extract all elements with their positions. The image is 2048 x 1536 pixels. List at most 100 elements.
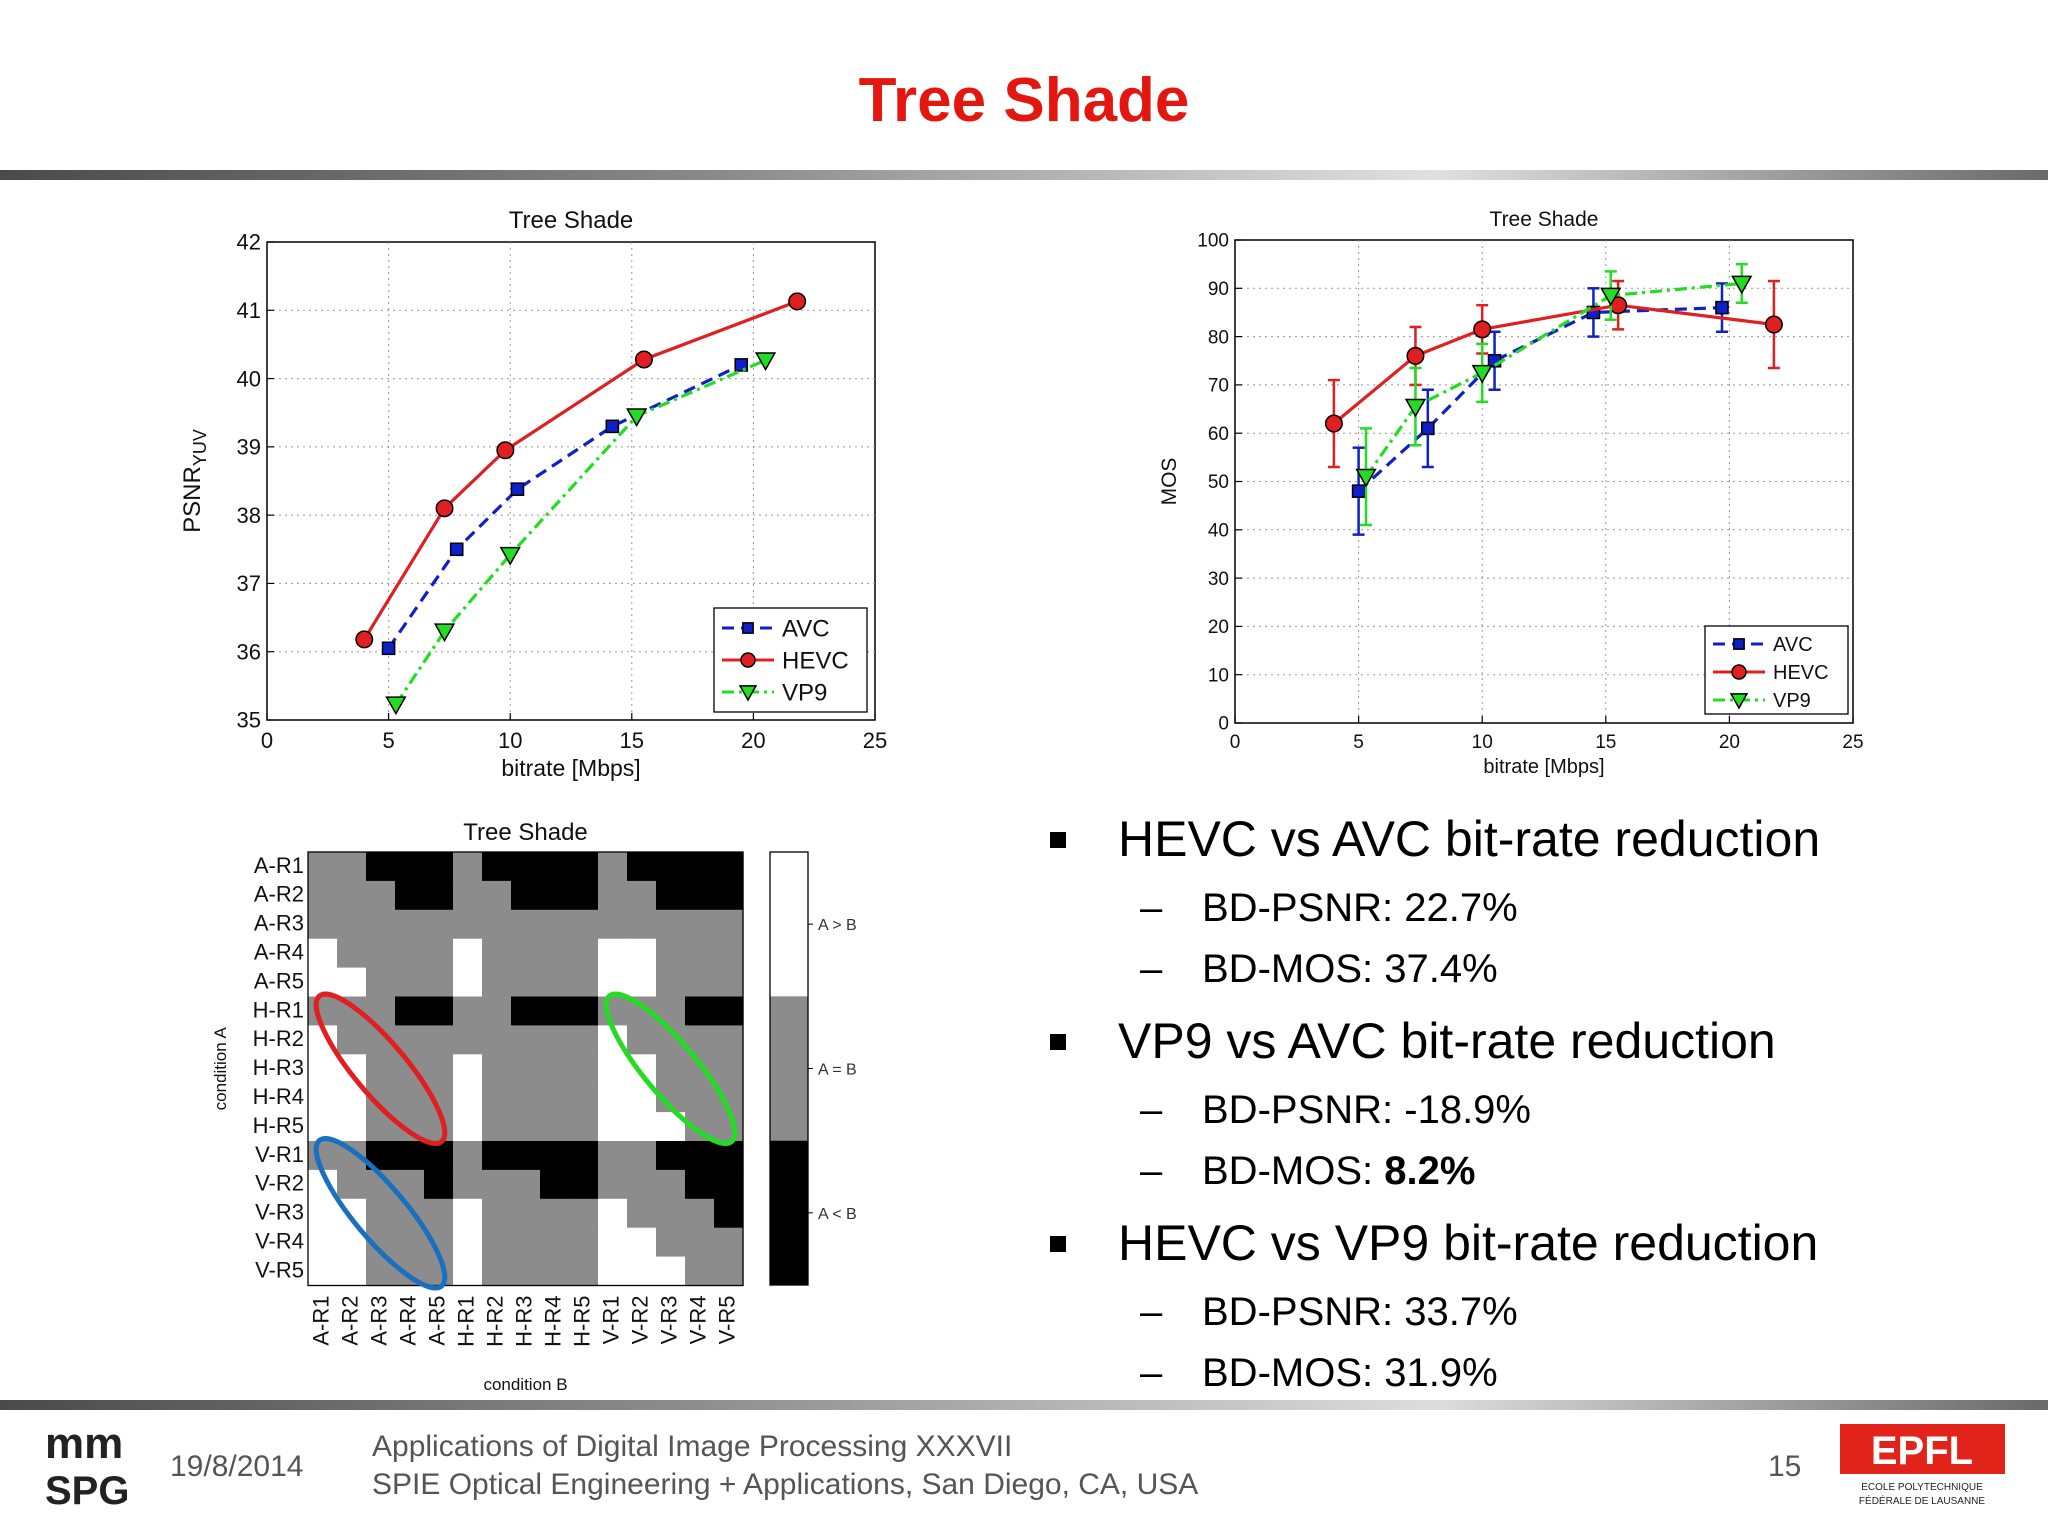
heatmap-cell	[308, 938, 338, 969]
heatmap-cell	[511, 1054, 541, 1084]
heatmap-cell	[714, 1054, 744, 1084]
heatmap-cell	[714, 1227, 744, 1258]
x-axis-label: bitrate [Mbps]	[501, 755, 640, 781]
y-tick-label: H-R5	[253, 1113, 304, 1138]
legend-item-hevc: HEVC	[1713, 662, 1829, 684]
heatmap-cell	[482, 909, 512, 940]
data-point-marker	[788, 292, 807, 311]
x-tick-label: H-R2	[482, 1296, 507, 1347]
y-tick-label: V-R1	[255, 1142, 304, 1167]
x-tick-label: V-R5	[714, 1296, 739, 1345]
heatmap-cell	[569, 938, 599, 969]
heatmap-cell	[511, 1141, 541, 1171]
series-avc	[381, 358, 749, 656]
heatmap-cell	[453, 1227, 483, 1258]
data-point-marker	[742, 622, 754, 634]
heatmap-cell	[540, 1198, 570, 1229]
heatmap-cell	[540, 1256, 570, 1287]
bullet-heading: HEVC vs AVC bit-rate reduction	[1118, 811, 1821, 867]
heatmap-cell	[337, 1025, 367, 1055]
y-tick-label: 41	[237, 298, 261, 323]
heatmap-cell	[482, 1256, 512, 1287]
heatmap-cell	[714, 967, 744, 998]
data-point-marker	[435, 499, 454, 518]
y-tick-label: 37	[237, 571, 261, 596]
heatmap-cell	[424, 852, 454, 882]
y-tick-label: 42	[237, 230, 261, 255]
heatmap-cell	[598, 1256, 628, 1287]
heatmap-cell	[627, 967, 657, 998]
data-point-marker	[754, 352, 777, 372]
heatmap-cell	[482, 938, 512, 969]
bullet-square-icon	[1050, 1034, 1066, 1050]
heatmap-cell	[714, 1141, 744, 1171]
heatmap-cell	[482, 1141, 512, 1171]
metric-value: -18.9%	[1404, 1088, 1531, 1132]
heatmap-cell	[598, 852, 628, 882]
y-tick-label: V-R2	[255, 1171, 304, 1196]
heatmap-cell	[540, 1169, 570, 1200]
x-tick-label: 25	[1842, 732, 1863, 753]
heatmap-cell	[540, 996, 570, 1026]
heatmap-cell	[337, 1169, 367, 1200]
heatmap-cell	[598, 1198, 628, 1229]
data-point-marker	[1421, 421, 1435, 436]
heatmap-cell	[308, 880, 338, 911]
heatmap-cell	[714, 938, 744, 969]
x-tick-label: H-R4	[540, 1296, 565, 1347]
heatmap-cell	[685, 1256, 715, 1287]
colorbar-label: A = B	[818, 1062, 857, 1079]
heatmap-cell	[714, 1169, 744, 1200]
x-tick-label: 15	[620, 728, 644, 753]
heatmap-cell	[627, 1025, 657, 1055]
heatmap-cell	[569, 909, 599, 940]
x-axis-label: condition B	[483, 1375, 567, 1394]
heatmap-cell	[569, 1198, 599, 1229]
data-point-marker	[1729, 693, 1749, 710]
data-point-marker	[381, 641, 396, 656]
chart-title: Tree Shade	[463, 819, 588, 846]
heatmap-cell	[540, 1054, 570, 1084]
heatmap-cell	[453, 880, 483, 911]
y-tick-label: 39	[237, 435, 261, 460]
y-axis-label: MOS	[1158, 458, 1181, 506]
y-axis-label-subscript: YUV	[190, 429, 210, 466]
data-point-marker	[1733, 638, 1745, 650]
heatmap-cell	[627, 1227, 657, 1258]
epfl-logo-line2: FÉDÉRALE DE LAUSANNE	[1859, 1494, 1985, 1507]
heatmap-cell	[308, 1227, 338, 1258]
metric-label: BD-PSNR:	[1202, 1088, 1405, 1132]
heatmap-cell	[511, 852, 541, 882]
legend-item-hevc: HEVC	[722, 647, 849, 674]
heatmap-cell	[627, 1256, 657, 1287]
epfl-logo-line1: ECOLE POLYTECHNIQUE	[1861, 1482, 1983, 1493]
heatmap-cell	[308, 1083, 338, 1113]
metric-label: BD-MOS:	[1202, 1351, 1385, 1395]
heatmap-cell	[569, 1025, 599, 1055]
heatmap-cell	[366, 938, 396, 969]
bullet-heading: VP9 vs AVC bit-rate reduction	[1118, 1013, 1776, 1069]
heatmap-cell	[395, 880, 425, 911]
heatmap-cell	[337, 909, 367, 940]
heatmap-cell	[685, 938, 715, 969]
x-tick-label: 0	[1230, 732, 1241, 753]
bottom-divider	[0, 1400, 2048, 1410]
heatmap-cell	[540, 880, 570, 911]
x-tick-label: 20	[1719, 732, 1740, 753]
slide-title: Tree Shade	[858, 66, 1190, 135]
heatmap-cell	[656, 852, 686, 882]
heatmap-cell	[569, 1083, 599, 1113]
heatmap-cell	[598, 880, 628, 911]
x-tick-label: A-R3	[366, 1296, 391, 1346]
heatmap-cell	[656, 1169, 686, 1200]
y-tick-label: V-R3	[255, 1200, 304, 1225]
heatmap-cell	[366, 909, 396, 940]
series-vp9	[385, 352, 777, 716]
heatmap-cell	[482, 880, 512, 911]
heatmap-cell	[656, 1256, 686, 1287]
heatmap-cell	[424, 880, 454, 911]
heatmap-cell	[453, 1169, 483, 1200]
metric-value: 8.2%	[1384, 1149, 1476, 1193]
heatmap-cell	[540, 1083, 570, 1113]
heatmap-cell	[482, 852, 512, 882]
